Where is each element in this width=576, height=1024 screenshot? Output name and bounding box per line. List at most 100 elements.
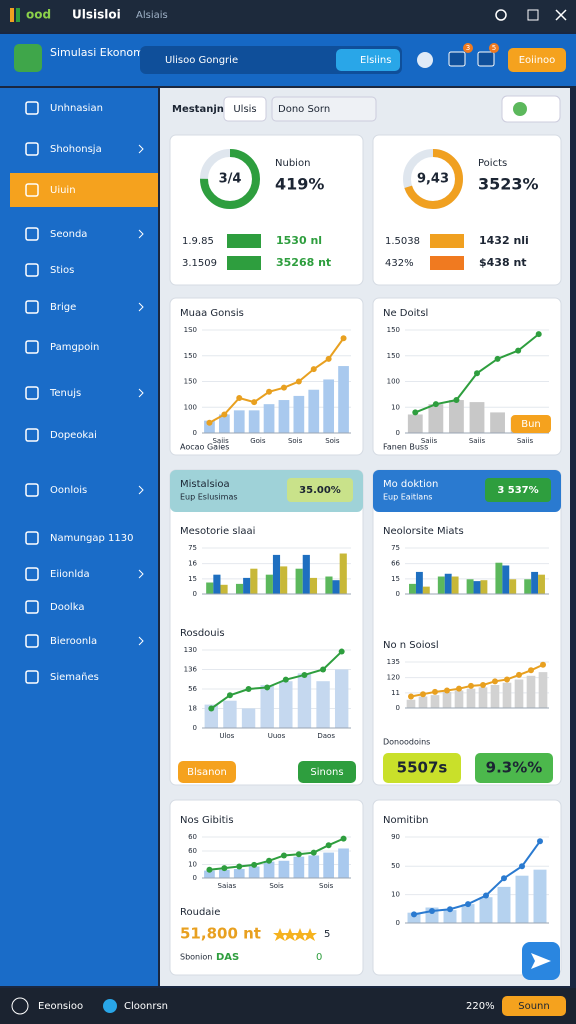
bar	[309, 577, 318, 594]
maximize-button[interactable]	[527, 9, 539, 21]
x-tick-label: Saias	[218, 882, 237, 890]
y-tick-label: 10	[391, 891, 400, 899]
bar	[316, 681, 330, 728]
app-logo	[14, 44, 42, 72]
status-icon	[103, 999, 117, 1013]
bar	[323, 852, 335, 878]
line-point	[453, 397, 460, 404]
app-name: Simulasi Ekonomiia	[50, 46, 157, 59]
nav-item[interactable]: Stios	[50, 265, 74, 276]
rating: 5	[324, 929, 330, 940]
window-title: Ulsisloi	[72, 8, 121, 22]
line	[210, 650, 343, 710]
nav-item[interactable]: Namungap 1130	[50, 533, 133, 544]
bar	[248, 866, 260, 878]
y-tick-label: 1S0	[184, 326, 197, 334]
line-point	[206, 866, 213, 873]
sidebar-items: Unhnasian Shohonsja Uiuin Seonda Stios Brige P…	[10, 101, 158, 684]
bar	[265, 574, 273, 594]
line-point	[465, 901, 471, 908]
y-tick-label: 150	[387, 352, 400, 360]
nav-item[interactable]: Doolka	[50, 602, 84, 613]
kpi-title: Poicts	[478, 158, 507, 169]
chart-title: Neolorsite Miats	[383, 526, 464, 537]
header-button-label: Elsiins	[360, 55, 391, 66]
bar	[514, 679, 524, 708]
bar	[248, 410, 260, 433]
nav-icon	[25, 263, 39, 277]
line-point	[504, 676, 510, 683]
line-point	[282, 676, 289, 683]
window-subtitle: Alsiais	[136, 10, 168, 21]
bar	[204, 420, 215, 433]
line-point	[412, 409, 419, 416]
bar	[243, 577, 251, 594]
x-tick-label: Sois	[288, 437, 303, 445]
y-tick-label: 100	[184, 403, 197, 411]
line-point	[444, 687, 450, 694]
header-icon[interactable]	[448, 51, 466, 67]
nav-item[interactable]: Tenujs	[49, 388, 81, 399]
bar	[473, 581, 481, 594]
line-point	[221, 411, 228, 418]
header-icon[interactable]	[477, 51, 495, 67]
title-bar	[0, 0, 576, 32]
nav-item[interactable]: Unhnasian	[50, 103, 103, 114]
line-point	[483, 892, 489, 899]
active-item	[10, 173, 158, 207]
bar	[233, 410, 245, 433]
nav-icon	[25, 340, 39, 354]
chart-badge[interactable]	[511, 415, 551, 433]
close-button[interactable]	[555, 9, 567, 21]
nav-item[interactable]: Seonda	[50, 229, 87, 240]
line-point	[208, 705, 215, 712]
bar	[220, 584, 228, 594]
bar	[308, 389, 320, 433]
line-point	[236, 394, 243, 401]
nav-icon	[25, 101, 39, 115]
header-icon[interactable]	[417, 52, 433, 68]
card	[372, 134, 562, 286]
nav-item[interactable]: Siemañes	[50, 672, 99, 683]
y-tick-label: 10	[391, 403, 400, 411]
bar	[278, 400, 290, 433]
chart-badge-label: Bun	[521, 419, 541, 430]
nav-item[interactable]: Bieroonla	[50, 636, 97, 647]
chart-title: Mesotorie slaai	[180, 526, 255, 537]
nav-item[interactable]: Pamgpoin	[50, 342, 99, 353]
nav-item[interactable]: Uiuin	[50, 185, 76, 196]
nav-icon	[25, 634, 39, 648]
nav-item[interactable]: Dopeokai	[50, 430, 97, 441]
action-button[interactable]	[508, 48, 566, 72]
bar	[308, 855, 320, 878]
nav-item[interactable]: Shohonsja	[50, 144, 102, 155]
card	[169, 134, 364, 286]
line-point	[516, 671, 522, 678]
header-button[interactable]	[336, 49, 400, 71]
nav-item[interactable]: Brige	[50, 302, 76, 313]
tab[interactable]	[223, 96, 267, 122]
row-bar	[430, 256, 464, 270]
button[interactable]	[178, 761, 236, 783]
bar	[260, 685, 274, 728]
badge-count: 3	[466, 44, 470, 52]
y-tick-label: 11	[391, 689, 400, 697]
tab[interactable]	[271, 96, 377, 122]
nav-item[interactable]: Oonlois	[50, 485, 87, 496]
view-toggle[interactable]	[501, 95, 561, 123]
bar	[233, 868, 245, 878]
search-icon[interactable]	[495, 9, 507, 21]
nav-item[interactable]: Eiionlda	[50, 569, 90, 580]
x-tick-label: Saiis	[421, 437, 438, 445]
status-bar	[0, 988, 576, 1024]
y-tick-label: 18	[188, 705, 197, 713]
status-button[interactable]	[502, 996, 566, 1016]
line-point	[411, 911, 417, 918]
row-bar	[430, 234, 464, 248]
card	[169, 799, 364, 976]
button[interactable]	[298, 761, 356, 783]
banner-title: Mistalsioa	[180, 479, 230, 490]
line-point	[295, 851, 302, 858]
line-point	[540, 661, 546, 668]
bar	[279, 681, 293, 728]
